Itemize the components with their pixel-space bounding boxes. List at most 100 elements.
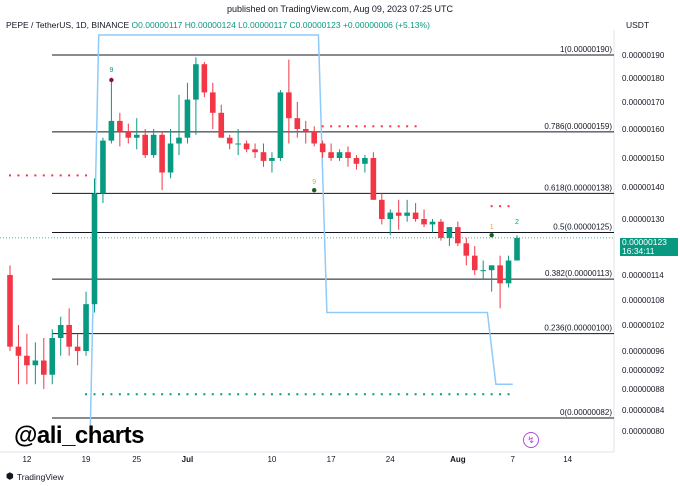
fib-levels: 1(0.00000190) 0.786(0.00000159) 0.618(0.00… [52,45,614,419]
candle-body [370,158,377,200]
candle-body [142,134,148,156]
ohlc-values: O0.00000117 H0.00000124 L0.00000117 C0.0… [131,20,341,30]
candle-body [15,346,22,356]
signal-dot-green [296,393,299,396]
signal-dot-green [380,393,383,396]
price-tick: 0.00000114 [622,271,664,280]
signal-dot-green [228,393,231,396]
marker-label: 9 [109,67,113,74]
candle-body [184,99,191,138]
lightning-icon[interactable]: ↯ [523,432,539,448]
candle-body [328,152,334,158]
candle-body [463,243,470,256]
candle-body [471,255,478,271]
candle-body [362,158,368,164]
candle-body [455,227,461,244]
signal-dot-red [9,174,11,177]
candle-body [159,134,165,173]
signal-dot-red [389,125,392,128]
signal-dot-green [220,393,223,396]
candle-body [480,270,486,272]
price-tick: 0.00000088 [622,385,665,394]
candle-body [319,143,326,153]
candle-body [260,152,267,161]
signal-dot-red [347,125,349,128]
tradingview-brand: ⬢ TradingView [6,471,64,482]
price-tick: 0.00000150 [622,154,665,163]
signal-dot-green [473,393,476,396]
candle-body [133,134,140,138]
signal-dot-green [245,393,248,396]
candle-body [66,325,72,347]
signal-dot-green [262,393,265,396]
candle-body [269,158,275,161]
signal-dot-green [406,393,409,396]
candle-body [446,227,453,238]
fib-label: 0.236(0.00000100) [544,324,612,333]
last-price-badge: 0.00000123 16:34:11 [620,238,678,256]
candle-body [57,325,64,338]
signal-dot-green [127,393,130,396]
candle-body [167,143,174,173]
signal-dot-green [499,393,502,396]
signal-dot-green [372,393,375,396]
tradingview-logo-icon: ⬢ [6,471,14,481]
time-tick: 10 [267,455,276,464]
trailing-stop-line [89,34,513,432]
time-tick: 17 [327,455,336,464]
signal-dot-red [363,125,366,128]
fib-label: 0.786(0.00000159) [544,122,612,131]
signal-dot-red [42,174,45,177]
signal-dot-red [25,174,28,177]
signal-dot-green [355,393,358,396]
signal-dot-red [34,174,37,177]
candle-body [505,260,512,284]
candle-body [91,193,98,305]
time-tick: 19 [82,455,91,464]
candle-body [311,131,317,144]
candle-body [235,143,241,145]
signal-dot-green [287,393,290,396]
candle-body [49,338,56,375]
signal-dot-green [118,393,121,396]
candle-body [353,158,360,164]
signal-dot-green [507,393,510,396]
signal-dot-red [76,174,79,177]
signal-dot-red [51,174,54,177]
signal-dot-red [406,125,409,128]
time-tick: 7 [511,455,516,464]
marker-label: 9 [312,179,316,186]
candle-body [294,118,301,129]
candle-body [379,199,385,219]
candle-body [286,92,292,119]
signal-dot-green [211,393,214,396]
price-tick: 0.00000180 [622,74,665,83]
signal-dot-green [431,393,434,396]
price-tick: 0.00000160 [622,125,665,134]
signal-dot-green [321,393,324,396]
signal-dot-red [68,174,71,177]
price-tick: 0.00000096 [622,347,665,356]
signal-dot-green [448,393,451,396]
candle-body [412,212,419,219]
candle-body [252,149,258,153]
signal-dot-green [152,393,155,396]
candle-body [193,64,199,100]
candles [7,57,520,389]
price-tick: 0.00000130 [622,215,665,224]
signal-dot-green [135,393,138,396]
price-tick: 0.00000084 [622,406,665,415]
candle-body [32,360,39,366]
signal-dot-green [338,393,341,396]
candle-body [176,137,182,144]
candle-body [41,360,47,375]
candle-body [83,304,89,351]
price-tick: 0.00000190 [622,51,665,60]
signal-dot-green [389,393,392,396]
candle-body [429,221,436,225]
candle-body [108,120,115,141]
signal-dot-red [397,125,400,128]
signal-dot-green [203,393,206,396]
fib-label: 1(0.00000190) [560,45,612,54]
